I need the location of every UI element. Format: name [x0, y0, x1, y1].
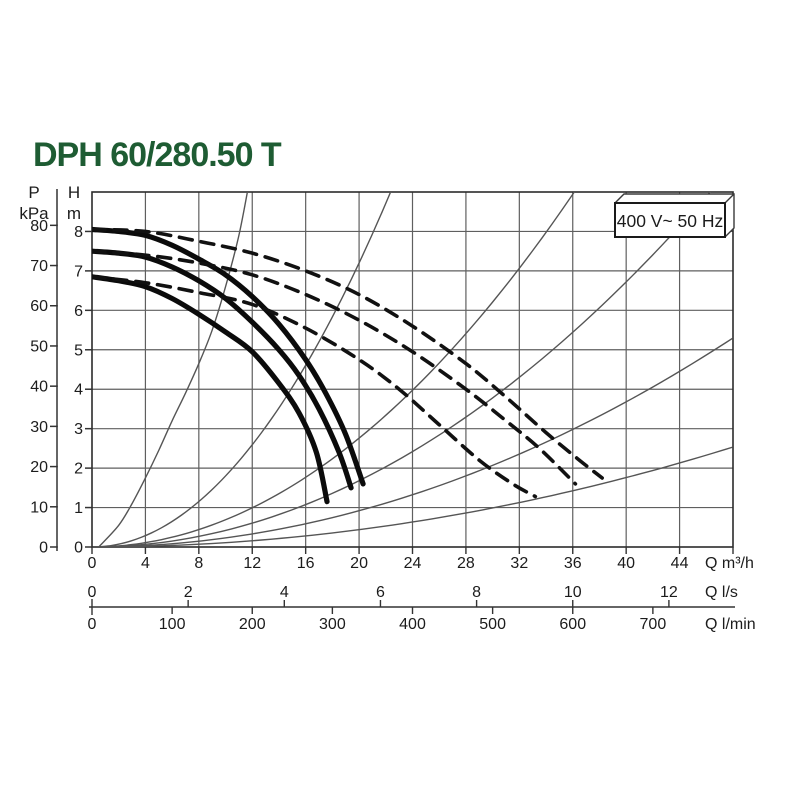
flow-ls-unit-label: Q l/s [705, 584, 738, 601]
flow-lmin-tick-label: 500 [479, 616, 506, 633]
flow-m3h-tick-label: 0 [88, 555, 97, 572]
flow-lmin-tick-label: 600 [559, 616, 586, 633]
pump-curve-twin-pump-speed-2 [92, 249, 578, 486]
flow-ls-tick-label: 8 [472, 584, 481, 601]
pump-curve-twin-pump-speed-3 [92, 227, 604, 480]
flow-lmin-unit-label: Q l/min [705, 616, 756, 633]
voltage-label-box: 400 V~ 50 Hz [614, 193, 735, 238]
flow-lmin-tick-label: 300 [319, 616, 346, 633]
pressure-tick-label: 60 [30, 298, 48, 315]
flow-m3h-tick-label: 12 [243, 555, 261, 572]
head-tick-label: 3 [74, 421, 83, 438]
system-curve-6 [101, 446, 733, 547]
flow-m3h-tick-label: 36 [564, 555, 582, 572]
head-tick-label: 2 [74, 461, 83, 478]
head-tick-label: 5 [74, 342, 83, 359]
system-curves [98, 192, 733, 547]
pump-curve-single-pump-speed-3 [92, 226, 366, 487]
flow-m3h-unit-label: Q m³/h [705, 555, 754, 572]
flow-m3h-tick-label: 4 [141, 555, 150, 572]
head-tick-label: 0 [74, 540, 83, 557]
pressure-axis [50, 189, 58, 551]
head-tick-label: 6 [74, 303, 83, 320]
flow-lmin-tick-label: 700 [640, 616, 667, 633]
voltage-box-frame [614, 202, 726, 238]
flow-m3h-tick-label: 24 [404, 555, 422, 572]
flow-ls-tick-label: 4 [280, 584, 289, 601]
pump-curve-twin-pump-speed-1 [92, 275, 538, 499]
pressure-tick-label: 50 [30, 338, 48, 355]
pressure-tick-label: 30 [30, 419, 48, 436]
head-axis-letter: H [68, 183, 80, 202]
pressure-tick-label: 70 [30, 258, 48, 275]
flow-ls-lmin-axis [89, 599, 735, 615]
flow-m3h-tick-label: 40 [617, 555, 635, 572]
pressure-tick-label: 40 [30, 379, 48, 396]
flow-m3h-tick-label: 28 [457, 555, 475, 572]
head-tick-label: 7 [74, 263, 83, 280]
flow-m3h-tick-label: 44 [671, 555, 689, 572]
system-curve-3 [101, 192, 576, 547]
head-axis [85, 230, 92, 548]
pressure-tick-label: 20 [30, 459, 48, 476]
system-curve-2 [101, 192, 392, 547]
flow-lmin-tick-label: 200 [239, 616, 266, 633]
grid [92, 192, 733, 547]
flow-ls-tick-label: 2 [184, 584, 193, 601]
flow-lmin-tick-label: 0 [88, 616, 97, 633]
flow-m3h-axis [91, 547, 734, 554]
head-tick-label: 1 [74, 500, 83, 517]
flow-m3h-tick-label: 20 [350, 555, 368, 572]
flow-lmin-tick-label: 400 [399, 616, 426, 633]
system-curve-steep [98, 192, 249, 547]
pressure-tick-label: 10 [30, 499, 48, 516]
flow-m3h-tick-label: 32 [510, 555, 528, 572]
flow-lmin-tick-label: 100 [159, 616, 186, 633]
head-tick-label: 4 [74, 382, 83, 399]
flow-ls-tick-label: 12 [660, 584, 678, 601]
flow-ls-tick-label: 0 [88, 584, 97, 601]
pressure-tick-label: 0 [39, 540, 48, 557]
flow-m3h-tick-label: 8 [194, 555, 203, 572]
system-curve-5 [101, 337, 733, 547]
pressure-axis-letter: P [28, 183, 39, 202]
pump-curve-single-pump-speed-1 [92, 274, 330, 505]
system-curve-4 [101, 192, 712, 547]
flow-m3h-tick-label: 16 [297, 555, 315, 572]
head-axis-unit: m [67, 204, 81, 223]
pump-model-title: DPH 60/280.50 T [33, 136, 282, 174]
flow-ls-tick-label: 6 [376, 584, 385, 601]
voltage-label: 400 V~ 50 Hz [617, 211, 724, 231]
head-tick-label: 8 [74, 224, 83, 241]
flow-ls-tick-label: 10 [564, 584, 582, 601]
pressure-tick-label: 80 [30, 218, 48, 235]
pressure-axis-unit: kPa [19, 204, 49, 223]
